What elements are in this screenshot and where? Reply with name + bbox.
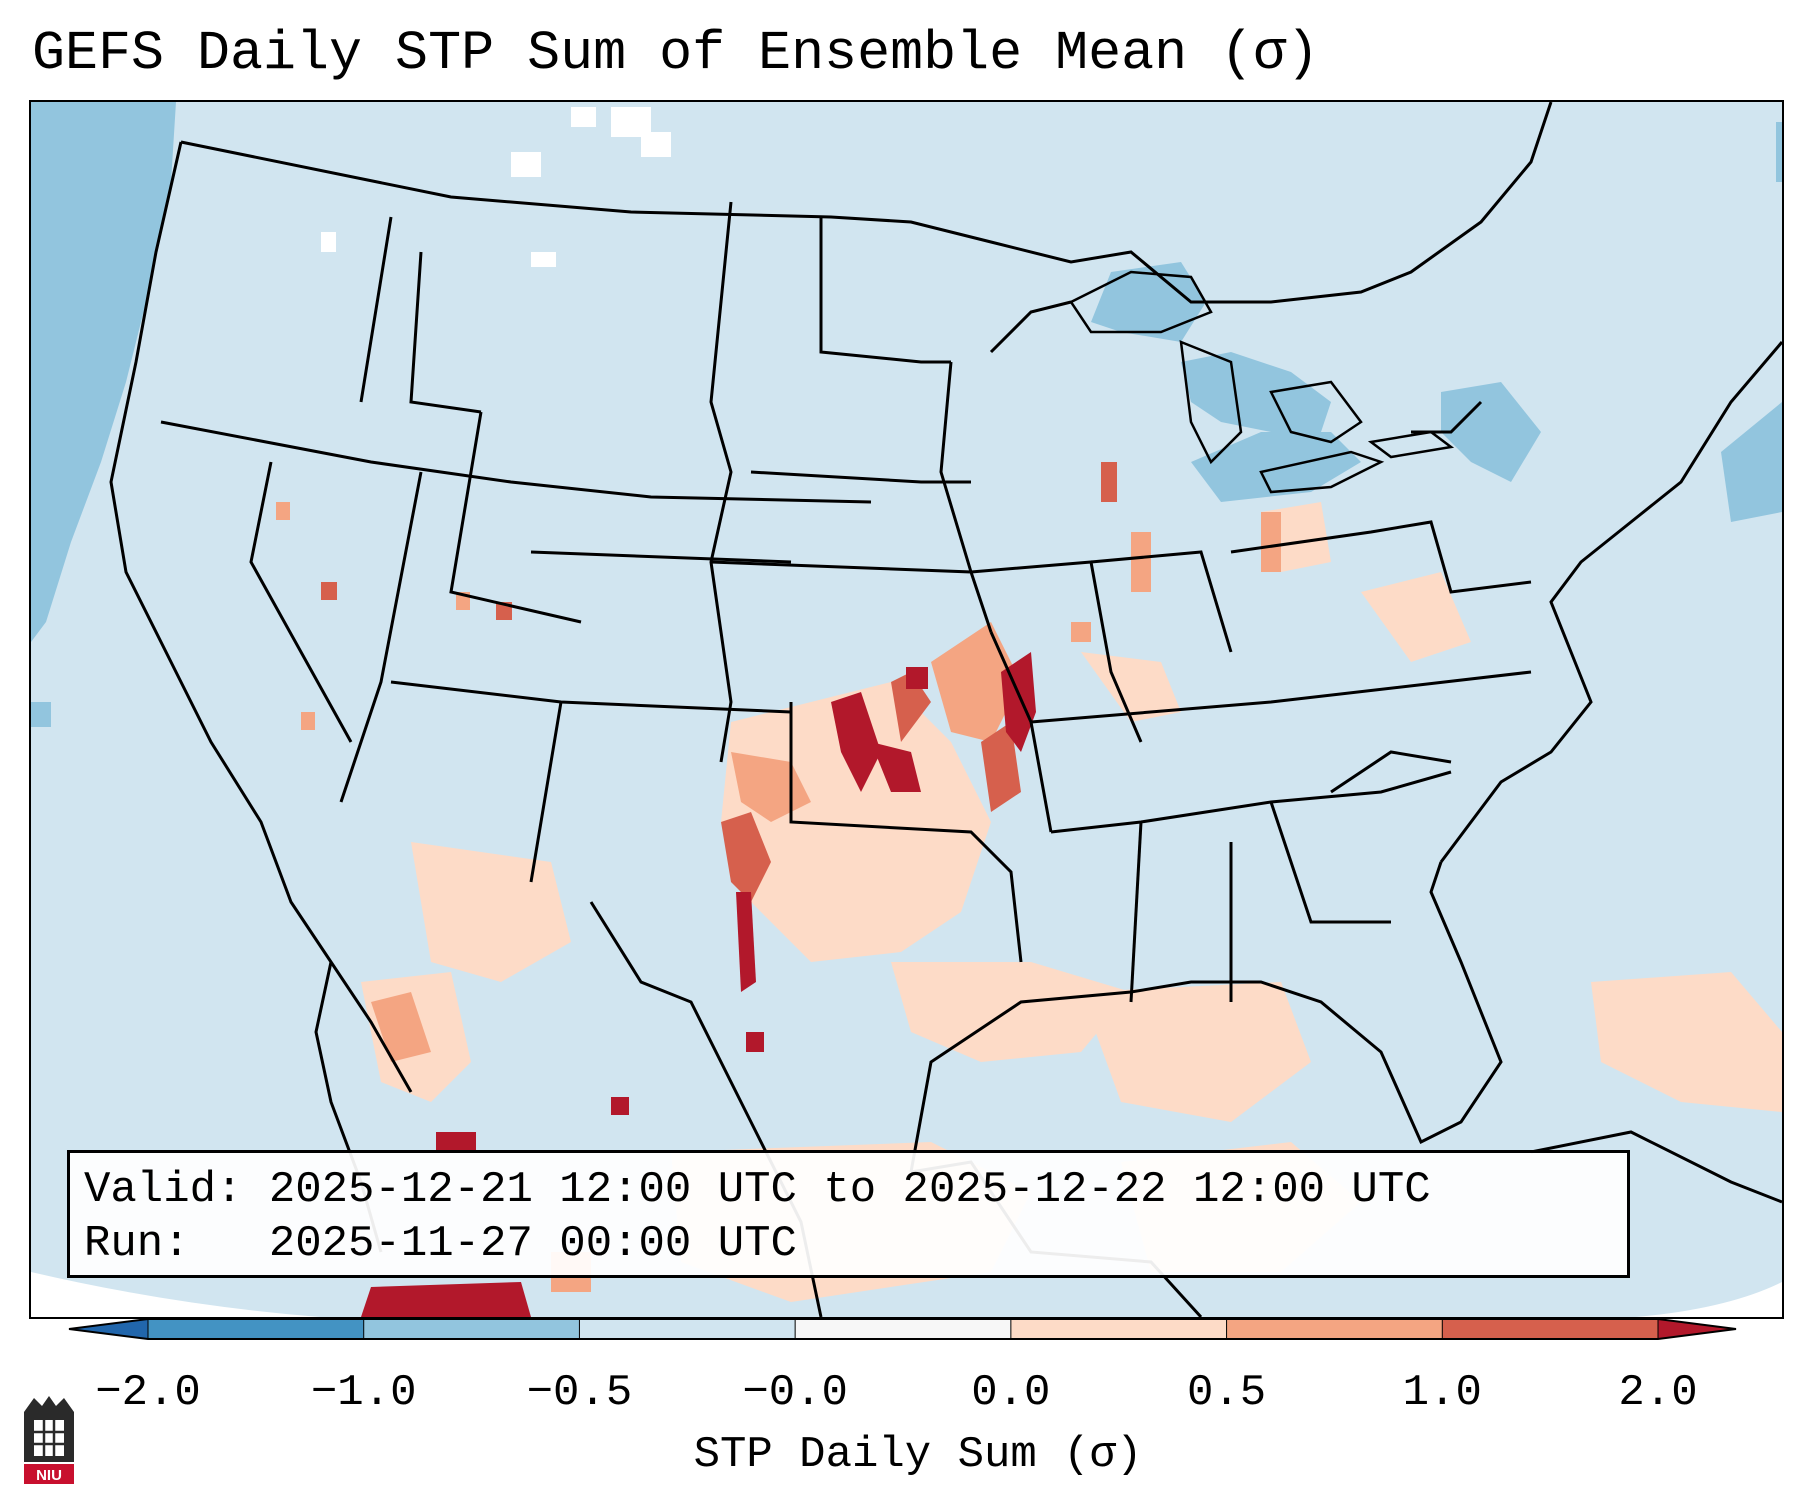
run-value: 2025-11-27 00:00 UTC bbox=[268, 1219, 797, 1269]
colorbar-tick-label: 1.0 bbox=[1402, 1368, 1482, 1418]
texas-coast bbox=[909, 861, 1503, 1173]
colorbar-bin bbox=[363, 1319, 580, 1339]
great-lakes-outline bbox=[1069, 270, 1455, 494]
outside-domain-corner bbox=[31, 1272, 651, 1317]
colorbar-extend-max bbox=[1658, 1319, 1736, 1339]
run-label: Run: bbox=[84, 1219, 190, 1269]
cuba bbox=[1530, 1130, 1782, 1204]
colorbar bbox=[68, 1318, 1737, 1340]
positive-anomaly-strong bbox=[321, 462, 1117, 902]
colorbar-outline bbox=[68, 1318, 1737, 1340]
colorbar-bin bbox=[795, 1319, 1012, 1339]
negative-anomaly-pacific bbox=[31, 102, 176, 727]
outside-domain-corner-right bbox=[1451, 1282, 1782, 1317]
colorbar-bin bbox=[1226, 1319, 1443, 1339]
map-title: GEFS Daily STP Sum of Ensemble Mean (σ) bbox=[32, 22, 1320, 85]
colorbar-bin bbox=[579, 1319, 796, 1339]
colorbar-bin bbox=[1010, 1319, 1228, 1339]
valid-label: Valid: bbox=[84, 1165, 243, 1215]
colorbar-tick-label: 2.0 bbox=[1618, 1368, 1698, 1418]
logo-text: NIU bbox=[36, 1467, 62, 1484]
colorbar-extend-min bbox=[69, 1319, 148, 1339]
us-canada-border bbox=[180, 102, 1553, 304]
niu-logo: NIU bbox=[24, 1396, 74, 1484]
negative-anomaly-great-lakes bbox=[1091, 122, 1782, 522]
positive-anomaly-extreme bbox=[361, 652, 1036, 1317]
political-boundaries bbox=[109, 102, 1782, 1317]
colorbar-tick-label: 0.0 bbox=[971, 1368, 1051, 1418]
colorbar-tick-label: −2.0 bbox=[95, 1368, 201, 1418]
colorbar-bin bbox=[1442, 1319, 1659, 1339]
colorbar-tick-label: −1.0 bbox=[310, 1368, 417, 1418]
logo-badge bbox=[24, 1464, 74, 1484]
map-canvas[interactable] bbox=[31, 102, 1782, 1317]
colorbar-tick-label: 0.5 bbox=[1186, 1368, 1267, 1418]
colorbar-tick-label: −0.0 bbox=[742, 1368, 848, 1418]
valid-run-info-box: Valid: 2025-12-21 12:00 UTC to 2025-12-2… bbox=[67, 1150, 1630, 1278]
east-coast bbox=[1439, 341, 1782, 863]
colorbar-bin bbox=[148, 1319, 365, 1339]
colorbar-tick-label: −0.5 bbox=[526, 1368, 633, 1418]
west-coast bbox=[109, 141, 413, 1093]
map-panel[interactable] bbox=[29, 100, 1784, 1319]
valid-value: 2025-12-21 12:00 UTC to 2025-12-22 12:00… bbox=[268, 1165, 1431, 1215]
logo-window bbox=[34, 1420, 64, 1456]
colorbar-label: STP Daily Sum (σ) bbox=[693, 1430, 1143, 1480]
white-patches-canada bbox=[321, 107, 671, 267]
